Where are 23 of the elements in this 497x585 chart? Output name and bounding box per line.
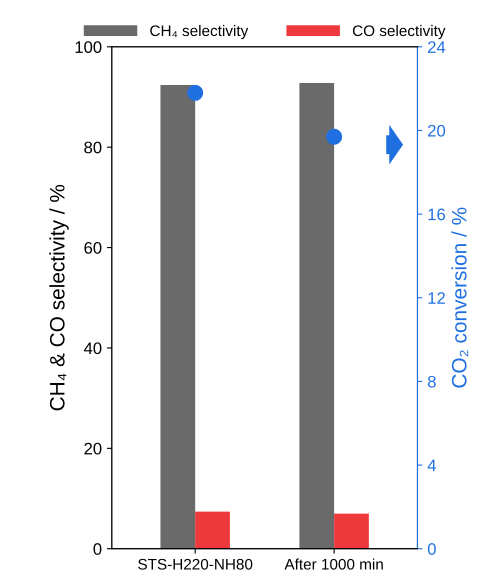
bar (299, 82, 334, 549)
y2-tick-label: 20 (428, 124, 446, 137)
y-tick-label: 100 (76, 41, 102, 54)
y2-axis-title: CO₂ conversion / % (451, 208, 468, 388)
y2-tick-label: 8 (428, 376, 436, 388)
y-tick-label: 20 (84, 442, 102, 455)
y2-tick-label: 4 (428, 460, 436, 472)
bar (195, 512, 230, 549)
y2-tick-label: 0 (428, 543, 436, 555)
bar (334, 514, 369, 549)
legend-label: CH₄ selectivity (150, 24, 248, 40)
y-tick-label: 80 (84, 142, 102, 154)
legend-label: CO selectivity (352, 24, 446, 40)
x-tick-label: STS-H220-NH80 (138, 558, 252, 570)
x-tick-label: After 1000 min (284, 558, 383, 570)
bar (160, 84, 196, 549)
y-tick-label: 40 (84, 342, 102, 354)
y-tick-label: 0 (93, 543, 102, 555)
y2-tick-label: 16 (428, 208, 446, 220)
y-tick-label: 60 (84, 242, 102, 254)
y-axis-title: CH₄ & CO selectivity / % (49, 184, 69, 410)
y2-tick-label: 12 (428, 292, 445, 304)
y2-tick-label: 24 (428, 41, 446, 53)
